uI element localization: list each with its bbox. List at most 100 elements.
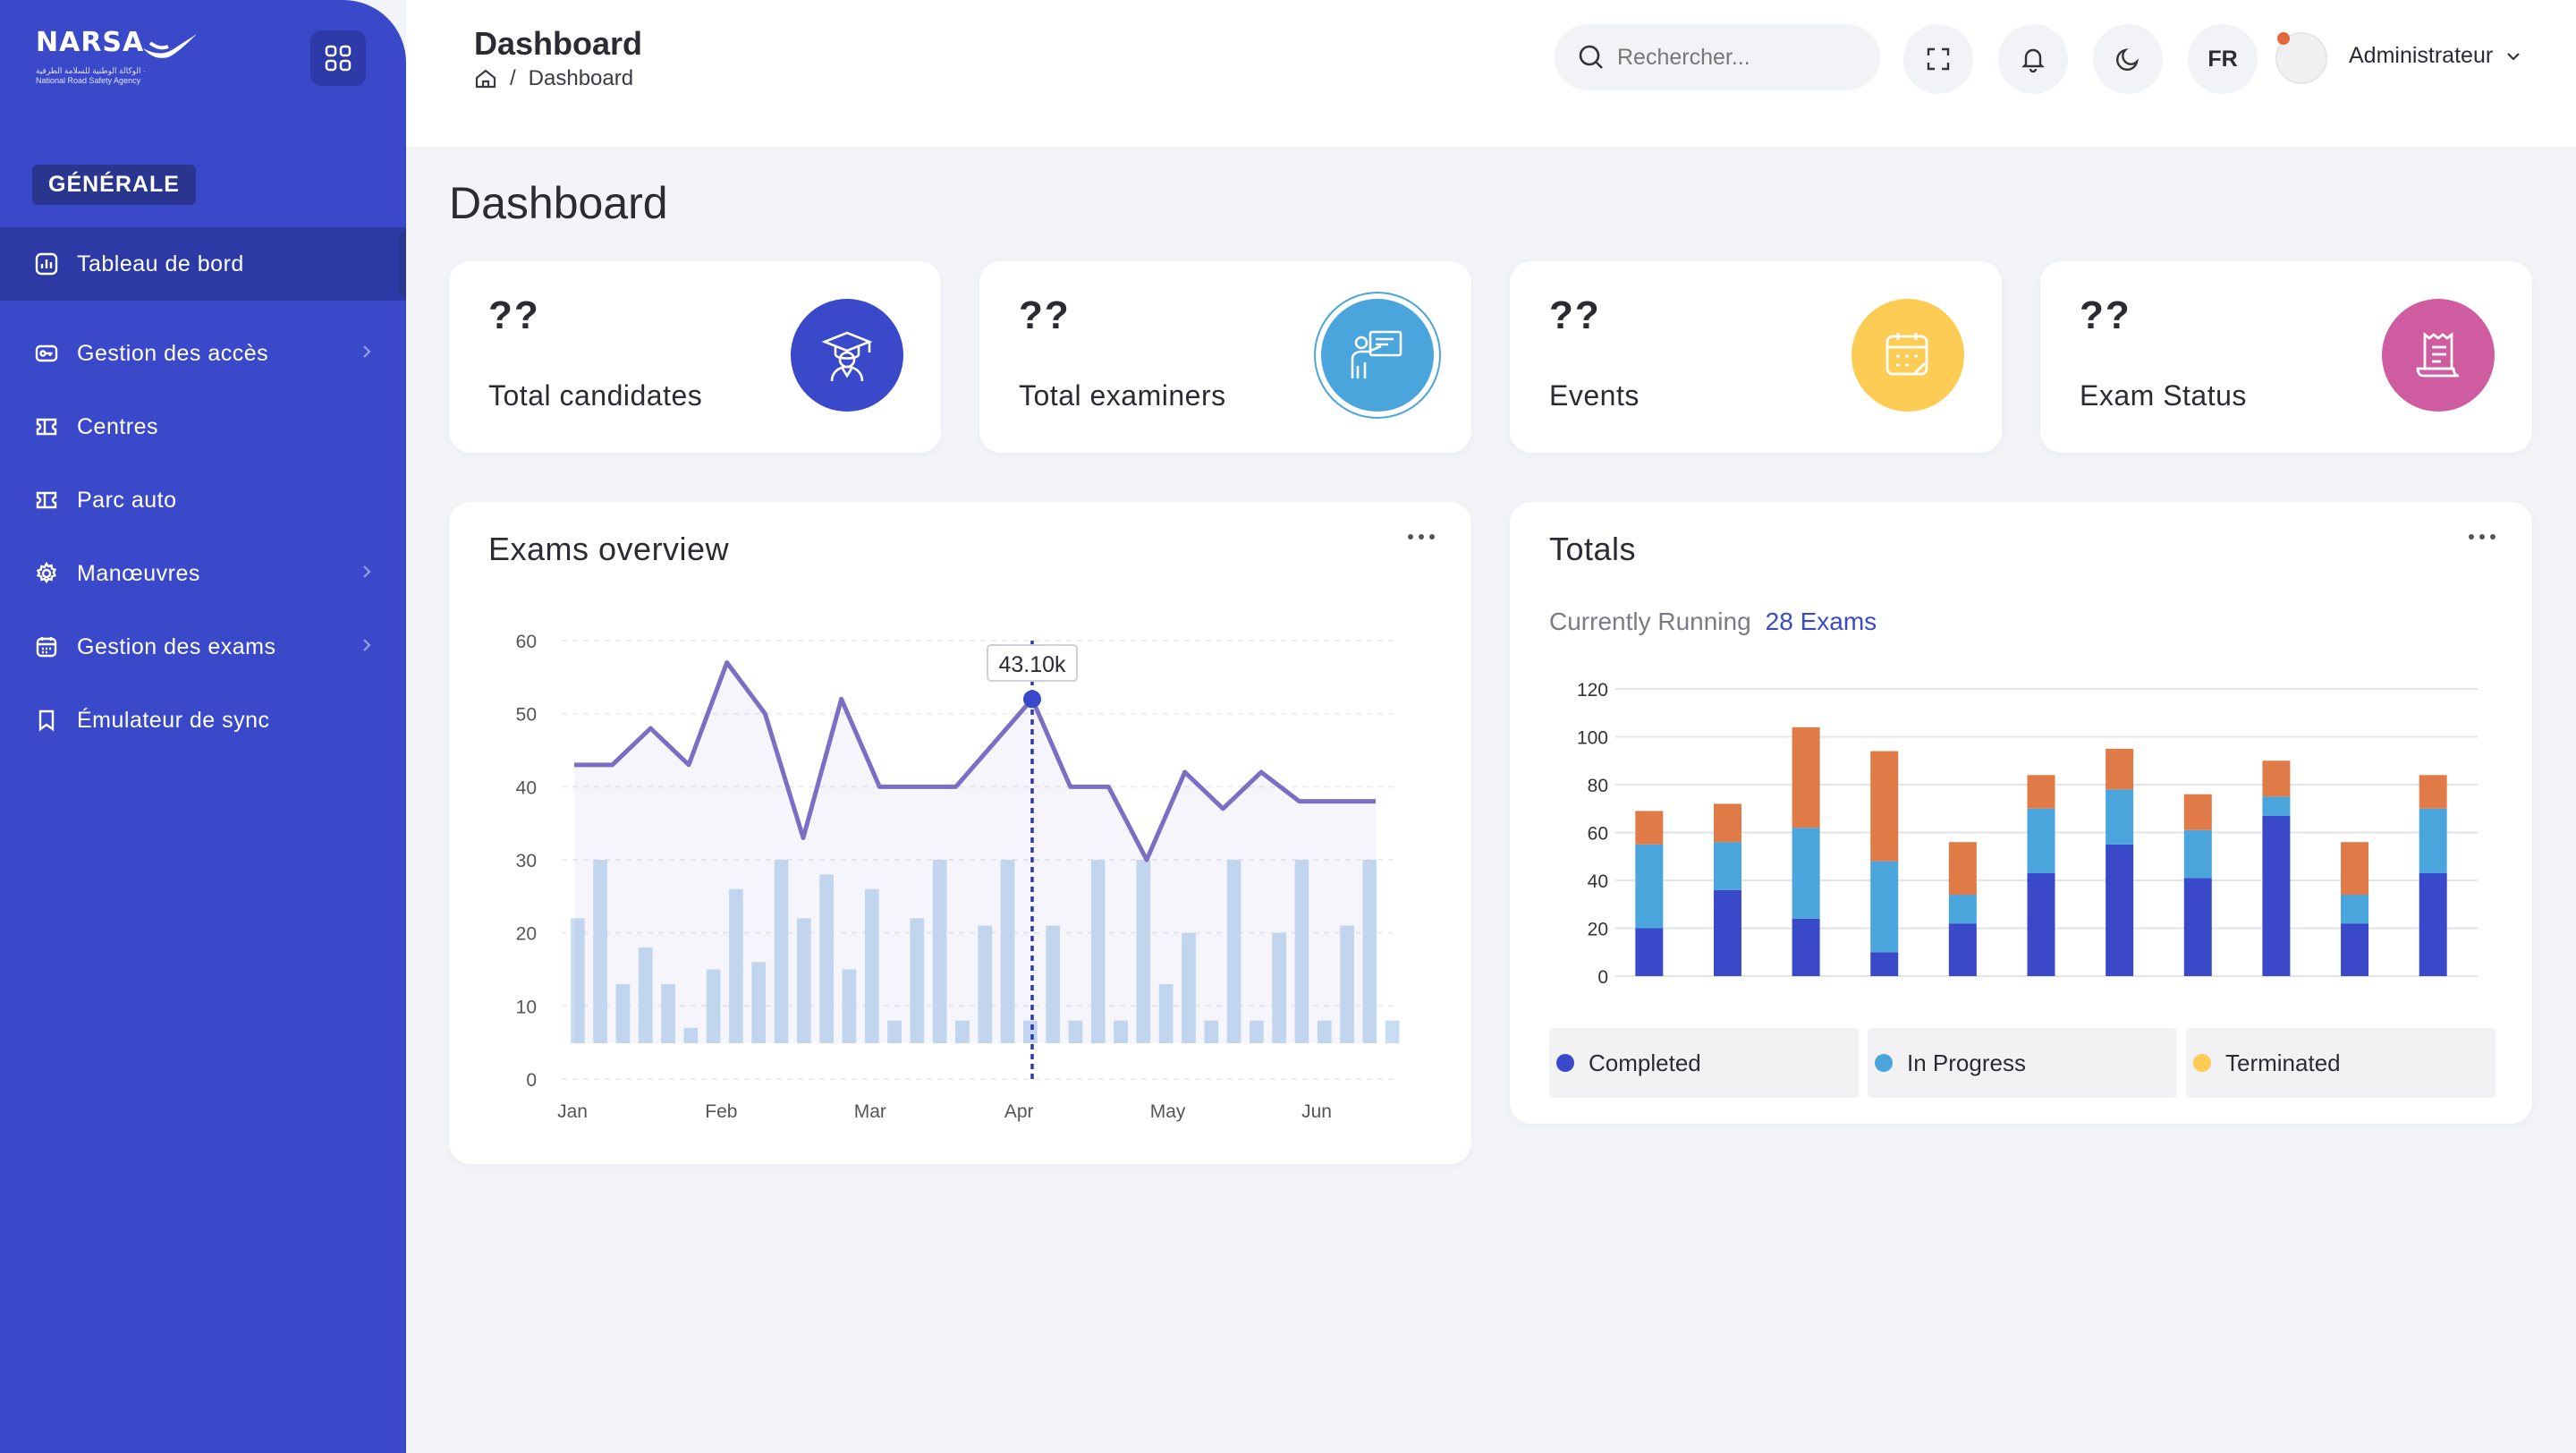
sidebar-item-label: Tableau de bord xyxy=(77,251,244,276)
stat-card-total-examiners[interactable]: ?? Total examiners xyxy=(979,261,1471,453)
graduate-icon xyxy=(791,299,903,412)
y-tick-label: 40 xyxy=(1588,871,1608,892)
sidebar-item-tableau-de-bord[interactable]: Tableau de bord xyxy=(0,227,406,301)
chart-bar xyxy=(1090,860,1106,1043)
stat-value: ?? xyxy=(1549,293,1601,337)
stacked-bar-segment xyxy=(1713,842,1741,890)
panel-title: Exams overview xyxy=(488,531,730,567)
chart-bar xyxy=(774,860,789,1043)
teacher-board-icon xyxy=(1321,299,1434,412)
page-title: Dashboard xyxy=(449,178,668,228)
chart-bar xyxy=(1182,932,1196,1043)
stat-value: ?? xyxy=(1019,293,1071,337)
y-tick-label: 50 xyxy=(516,705,537,726)
stacked-bar-segment xyxy=(2027,775,2055,809)
legend-terminated[interactable]: Terminated xyxy=(2186,1028,2496,1098)
chart-bar xyxy=(1114,1020,1128,1043)
fullscreen-button[interactable] xyxy=(1903,24,1973,94)
sidebar-item-label: Parc auto xyxy=(77,487,177,513)
sidebar-item-parc-auto[interactable]: Parc auto xyxy=(0,463,406,537)
chart-bar xyxy=(1204,1020,1219,1043)
chart-bar xyxy=(842,969,857,1043)
narsa-logo[interactable]: NARSA الوكالة الوطنية للسلامة الطرقية · … xyxy=(36,27,206,89)
y-tick-label: 0 xyxy=(1597,967,1608,988)
sidebar-item-label: Gestion des accès xyxy=(77,340,269,366)
y-tick-label: 100 xyxy=(1577,728,1608,749)
sidebar-item-gestion-des-acces[interactable]: Gestion des accès xyxy=(0,317,406,390)
legend-completed[interactable]: Completed xyxy=(1549,1028,1859,1098)
y-tick-label: 120 xyxy=(1577,680,1608,701)
search-bar[interactable] xyxy=(1555,24,1880,90)
bookmark-icon xyxy=(34,708,59,733)
swoosh-icon xyxy=(143,34,197,58)
chart-bar xyxy=(1385,1020,1400,1043)
stacked-bar-segment xyxy=(2183,829,2212,879)
sidebar-item-centres[interactable]: Centres xyxy=(0,390,406,463)
home-icon[interactable] xyxy=(474,67,497,90)
moon-icon xyxy=(2116,48,2139,71)
sidebar-item-label: Émulateur de sync xyxy=(77,707,270,733)
breadcrumb-separator: / xyxy=(510,66,516,90)
calendar-icon xyxy=(34,634,59,659)
more-options-icon[interactable] xyxy=(2468,532,2496,541)
search-input[interactable] xyxy=(1617,44,1868,71)
stat-card-events[interactable]: ?? Events xyxy=(1510,261,2002,453)
chart-bar xyxy=(706,969,721,1043)
stacked-bar-segment xyxy=(2262,760,2291,797)
chart-bar xyxy=(1340,925,1354,1043)
y-tick-label: 20 xyxy=(1588,920,1608,940)
y-tick-label: 80 xyxy=(1588,776,1608,796)
chevron-right-icon xyxy=(363,345,371,358)
chart-bar xyxy=(1000,860,1015,1043)
stacked-bar-segment xyxy=(2262,796,2291,816)
legend-dot xyxy=(1556,1054,1574,1072)
stacked-bar-segment xyxy=(2341,895,2369,924)
stacked-bar-segment xyxy=(1870,952,1899,976)
language-button[interactable]: FR xyxy=(2188,24,2258,94)
exams-overview-panel: Exams overview 0 10 20 30 40 50 60 Jan Feb Mar Apr… xyxy=(449,502,1471,1164)
stat-card-exam-status[interactable]: ?? Exam Status xyxy=(2040,261,2532,453)
breadcrumb: / Dashboard xyxy=(474,66,633,91)
stacked-bar-segment xyxy=(2183,878,2212,976)
tooltip-point xyxy=(1023,690,1041,709)
calendar-icon xyxy=(1852,299,1964,412)
stat-card-total-candidates[interactable]: ?? Total candidates xyxy=(449,261,941,453)
sidebar-item-manoeuvres[interactable]: Manœuvres xyxy=(0,537,406,610)
chart-bar xyxy=(910,918,925,1043)
stacked-bar-segment xyxy=(1635,928,1664,976)
chart-bar xyxy=(683,1027,699,1043)
stacked-bar-segment xyxy=(2106,844,2134,976)
receipt-icon xyxy=(2382,299,2495,412)
exams-overview-chart: 0 10 20 30 40 50 60 Jan Feb Mar Apr May Jun 43.10k xyxy=(516,632,1400,1122)
tooltip-label: 43.10k xyxy=(998,652,1066,677)
dark-mode-toggle[interactable] xyxy=(2093,24,2163,94)
x-tick-label: Mar xyxy=(854,1101,886,1122)
grid-icon xyxy=(325,45,352,72)
sidebar-item-gestion-des-exams[interactable]: Gestion des exams xyxy=(0,610,406,684)
chart-bar xyxy=(638,947,653,1043)
chart-bar xyxy=(1158,983,1174,1043)
more-options-icon[interactable] xyxy=(1407,532,1436,541)
x-tick-label: Apr xyxy=(1004,1101,1034,1122)
chart-bar xyxy=(661,983,675,1043)
y-tick-label: 40 xyxy=(516,777,537,798)
x-tick-label: Jun xyxy=(1301,1101,1332,1122)
legend-in-progress[interactable]: In Progress xyxy=(1868,1028,2177,1098)
ticket-icon xyxy=(34,414,59,439)
chevron-right-icon xyxy=(363,565,371,578)
sidebar-item-emulateur-de-sync[interactable]: Émulateur de sync xyxy=(0,684,406,757)
chart-area xyxy=(574,662,1376,1043)
stacked-bar-segment xyxy=(1792,828,1820,919)
chevron-right-icon xyxy=(363,639,371,651)
stacked-bar-segment xyxy=(1713,889,1741,976)
user-menu[interactable]: Administrateur xyxy=(2349,43,2521,69)
apps-grid-button[interactable] xyxy=(310,30,366,86)
notifications-button[interactable] xyxy=(1998,24,2068,94)
legend-label: In Progress xyxy=(1907,1049,2026,1076)
stat-value: ?? xyxy=(488,293,540,337)
chart-bar xyxy=(1272,932,1287,1043)
legend-dot xyxy=(2193,1054,2211,1072)
y-tick-label: 30 xyxy=(516,851,537,871)
chart-legend: Completed In Progress Terminated xyxy=(1549,1028,2496,1098)
chart-bar xyxy=(797,918,811,1043)
